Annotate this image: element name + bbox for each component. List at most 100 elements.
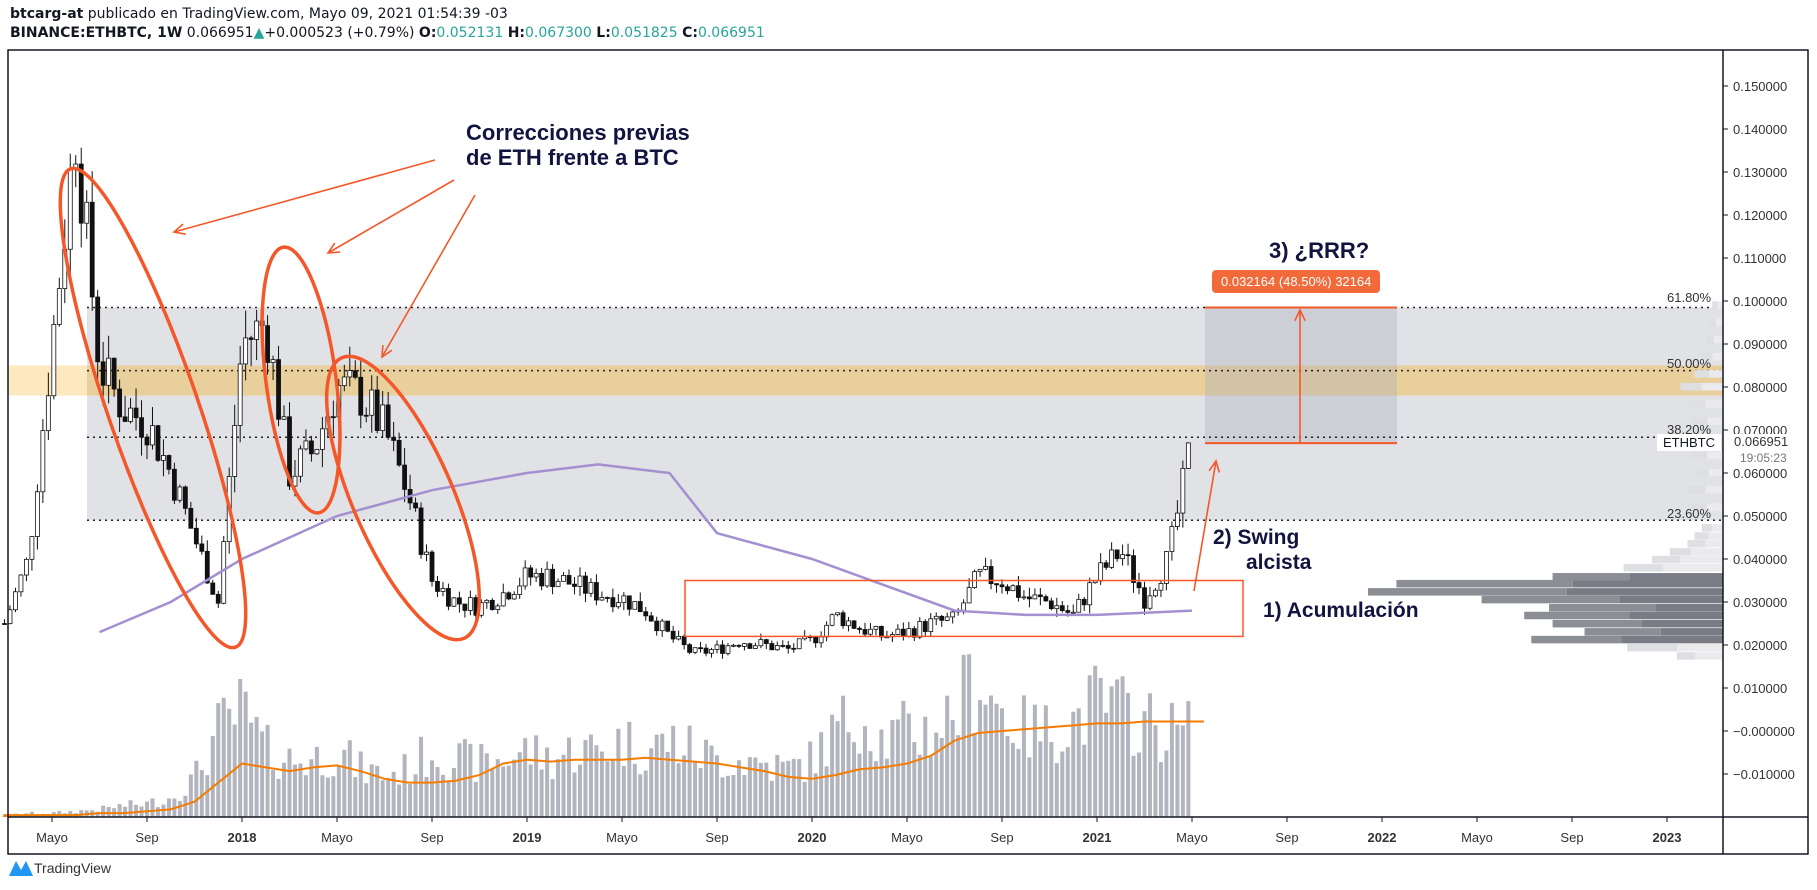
volume-bar — [879, 729, 884, 817]
symbol-title[interactable]: BINANCE:ETHBTC, 1W — [10, 25, 183, 41]
volume-bar — [989, 695, 994, 817]
candle-body — [709, 649, 714, 654]
band-left — [8, 365, 87, 396]
volume-profile-bar — [1691, 417, 1708, 425]
volume-profile-bar-dark — [1621, 635, 1723, 644]
volume-bar — [117, 804, 122, 817]
arrowhead-icon — [1294, 308, 1306, 322]
volume-profile-bar-dark — [1712, 352, 1723, 361]
volume-bar — [490, 769, 495, 817]
volume-profile-bar — [1652, 555, 1681, 564]
fib-label-618: 61.80% — [1667, 290, 1712, 305]
candle-body — [703, 647, 709, 654]
candle-body — [857, 627, 862, 630]
candle-body — [128, 407, 133, 422]
volume-profile-bar-dark — [1572, 579, 1723, 588]
candle-body — [577, 575, 583, 587]
volume-bar — [473, 781, 478, 817]
volume-bar — [791, 758, 796, 817]
volume-bar — [123, 806, 128, 817]
volume-profile-bar — [1708, 318, 1716, 326]
candle-body — [966, 587, 972, 604]
candle-body — [56, 288, 62, 325]
candle-body — [150, 425, 155, 446]
volume-bar — [243, 691, 248, 817]
volume-bar — [912, 742, 917, 817]
price-tick-label: 0.060000 — [1733, 466, 1787, 481]
volume-bar — [79, 810, 84, 817]
candle-body — [369, 389, 375, 416]
candle-body — [1174, 512, 1180, 527]
candle-body — [385, 404, 391, 438]
candle-body — [1027, 596, 1032, 600]
candle-body — [309, 440, 314, 455]
volume-bar — [643, 770, 648, 817]
volume-bar — [583, 739, 588, 817]
volume-profile-bar-dark — [1641, 619, 1723, 628]
symbol-legend: BINANCE:ETHBTC, 1W 0.066951▲+0.000523 (+… — [10, 25, 765, 41]
price-tick-label: 0.110000 — [1733, 251, 1786, 266]
volume-bar — [704, 739, 709, 817]
close-label: C: — [682, 25, 698, 41]
candle-body — [1158, 583, 1164, 591]
volume-bar — [1131, 755, 1136, 817]
volume-bar — [594, 745, 599, 817]
volume-bar — [528, 764, 533, 817]
candle-body — [435, 580, 440, 592]
volume-bar — [468, 743, 473, 817]
candle-body — [1180, 468, 1186, 514]
time-tick-label: 2020 — [798, 830, 827, 845]
candle-body — [177, 486, 183, 501]
volume-bar — [1087, 675, 1092, 817]
volume-bar — [1142, 711, 1147, 817]
volume-bar — [862, 726, 867, 817]
volume-bar — [873, 761, 878, 817]
candle-body — [846, 620, 851, 627]
volume-bar — [166, 798, 171, 817]
candle-body — [1131, 555, 1136, 583]
candle-body — [796, 638, 802, 650]
volume-bar — [813, 773, 818, 817]
position-label: 0.032164 (48.50%) 32164 — [1212, 270, 1381, 293]
candle-body — [303, 440, 309, 450]
candle-body — [380, 404, 386, 431]
volume-profile-bar-dark — [1705, 539, 1723, 548]
tradingview-brand: TradingView — [34, 860, 112, 876]
candle-body — [752, 645, 758, 649]
position-box — [1205, 307, 1397, 444]
volume-profile-bar — [1694, 370, 1709, 378]
candle-body — [676, 636, 682, 640]
candle-body — [774, 645, 780, 651]
arrowhead-icon — [381, 344, 393, 359]
volume-bar — [934, 732, 939, 817]
price-tick-label: 0.140000 — [1733, 122, 1787, 137]
volume-bar — [484, 753, 489, 817]
volume-bar — [709, 745, 714, 817]
volume-bar — [797, 759, 802, 817]
price-tick-label: 0.130000 — [1733, 165, 1787, 180]
candle-body — [928, 618, 934, 632]
volume-bar — [424, 776, 429, 817]
volume-bar — [413, 774, 418, 817]
candle-body — [243, 337, 249, 365]
volume-bar — [572, 772, 577, 817]
volume-bar — [1049, 741, 1054, 817]
volume-profile-bar — [1705, 335, 1715, 344]
candle-body — [604, 597, 610, 599]
volume-bar — [380, 780, 385, 817]
correction-ellipse-2017 — [58, 166, 248, 650]
volume-profile-bar — [1712, 301, 1718, 309]
fib-label-236: 23.60% — [1667, 506, 1712, 521]
volume-bar — [150, 798, 155, 817]
volume-bar — [550, 779, 555, 817]
candle-body — [780, 645, 786, 647]
volume-bar — [303, 775, 308, 817]
tradingview-logo[interactable]: TradingView — [8, 858, 111, 878]
price-tick-label: 0.010000 — [1733, 681, 1787, 696]
candle-body — [232, 425, 238, 477]
volume-bar — [731, 774, 736, 817]
volume-bar — [1175, 724, 1180, 817]
candle-body — [1087, 582, 1093, 606]
volume-bar — [945, 695, 950, 817]
